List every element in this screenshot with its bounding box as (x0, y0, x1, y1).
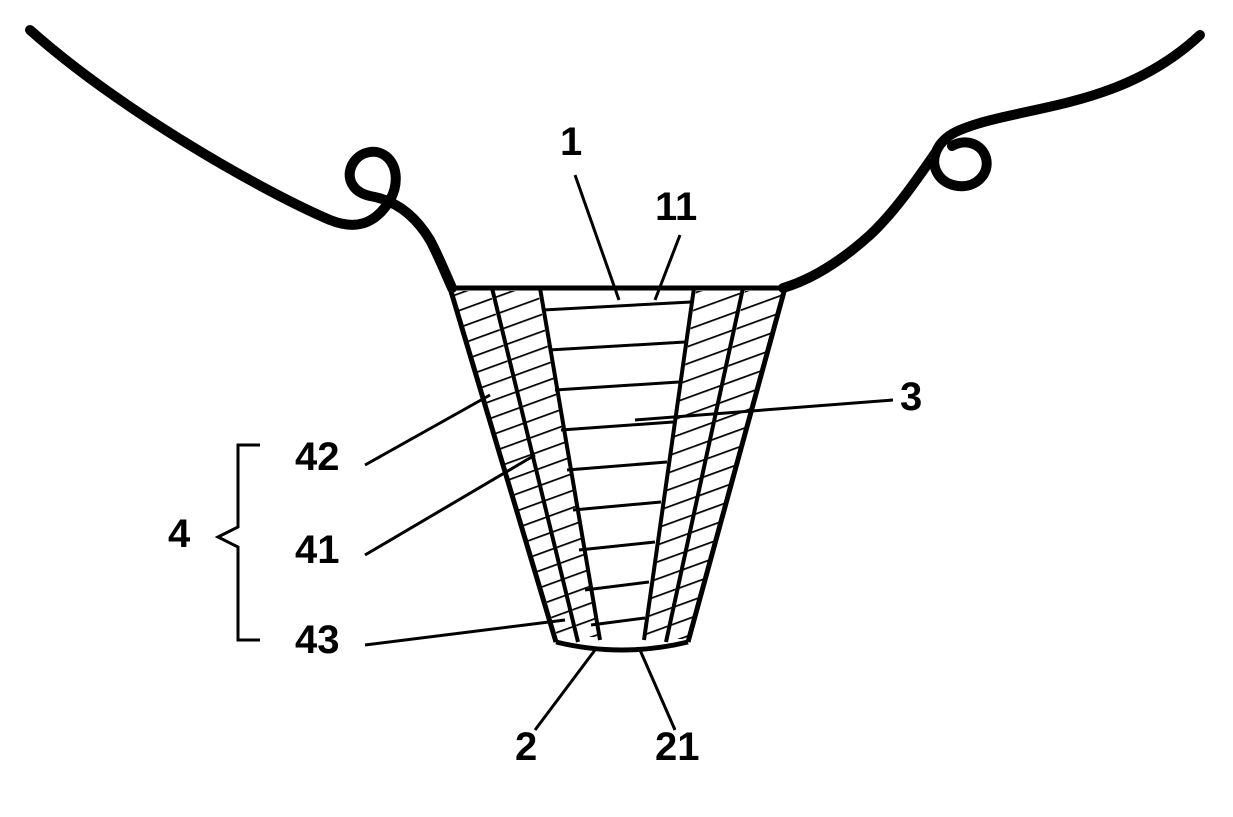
outer-curve-left (30, 30, 452, 288)
label-3: 3 (900, 375, 922, 420)
leader-2 (535, 650, 595, 730)
bracket-4 (218, 445, 260, 640)
leader-41 (365, 455, 535, 555)
cone-bottom (556, 642, 688, 650)
label-42: 42 (295, 435, 340, 480)
label-21: 21 (655, 725, 700, 770)
leader-21 (640, 650, 675, 730)
diagram-container: 1 11 3 4 42 41 43 2 21 (0, 0, 1233, 812)
leader-42 (365, 395, 490, 465)
leader-43 (365, 620, 565, 645)
leader-3 (635, 400, 893, 420)
label-4: 4 (168, 512, 190, 557)
outer-curve-right (783, 35, 1200, 288)
label-11: 11 (655, 185, 697, 230)
label-41: 41 (295, 528, 340, 573)
label-1: 1 (560, 120, 582, 165)
label-43: 43 (295, 618, 340, 663)
label-2: 2 (515, 725, 537, 770)
leader-1 (575, 175, 619, 300)
diagram-svg (0, 0, 1233, 812)
